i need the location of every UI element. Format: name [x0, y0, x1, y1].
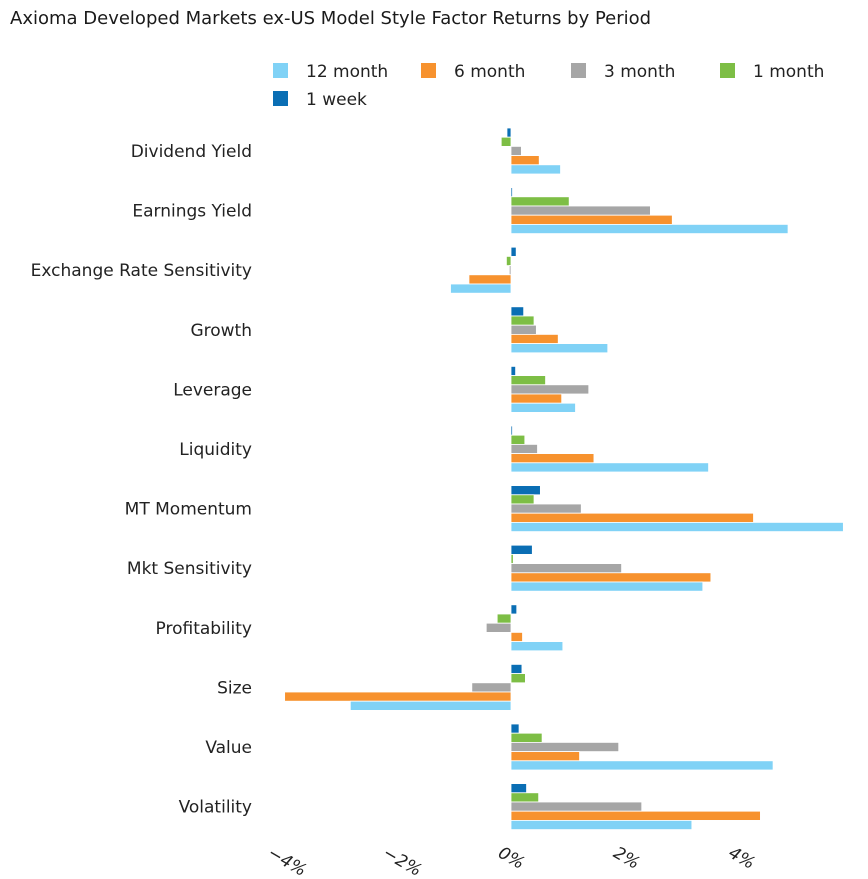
bar-earnings-yield-6-month — [510, 214, 673, 225]
bar-profitability-1-week — [510, 604, 518, 615]
bars — [284, 127, 844, 831]
x-tick-label: 4% — [725, 843, 758, 874]
legend-swatch — [571, 63, 586, 78]
category-label-profitability: Profitability — [156, 619, 252, 639]
bar-mt-momentum-1-month — [510, 494, 535, 505]
bar-growth-1-week — [510, 306, 525, 317]
category-label-growth: Growth — [190, 321, 252, 341]
bar-leverage-3-month — [510, 384, 590, 395]
bar-mkt-sensitivity-12-month — [510, 581, 704, 592]
bar-exchange-rate-sensitivity-1-month — [505, 255, 512, 266]
bar-growth-3-month — [510, 324, 537, 335]
bar-volatility-3-month — [510, 801, 643, 812]
bar-dividend-yield-1-month — [500, 136, 512, 147]
legend-label: 1 week — [306, 90, 367, 110]
legend-swatch — [273, 63, 288, 78]
bar-earnings-yield-1-week — [510, 187, 513, 198]
bar-liquidity-1-week — [510, 425, 513, 436]
legend-label: 1 month — [753, 62, 824, 82]
bar-liquidity-12-month — [510, 462, 709, 473]
bar-volatility-1-month — [510, 792, 540, 803]
bar-earnings-yield-3-month — [510, 205, 651, 216]
bar-value-1-week — [510, 723, 520, 734]
legend-swatch — [421, 63, 436, 78]
bar-leverage-1-month — [510, 375, 546, 386]
x-tick-label: −4% — [264, 843, 310, 879]
bar-size-1-week — [510, 664, 523, 675]
bar-dividend-yield-12-month — [510, 164, 561, 175]
category-label-volatility: Volatility — [179, 798, 252, 818]
bar-volatility-6-month — [510, 810, 761, 821]
x-tick-label: 2% — [610, 843, 643, 874]
x-tick-label: −2% — [379, 843, 425, 879]
chart-title: Axioma Developed Markets ex-US Model Sty… — [10, 8, 652, 29]
bar-value-12-month — [510, 760, 774, 771]
bar-leverage-1-week — [510, 365, 517, 376]
bar-exchange-rate-sensitivity-1-week — [510, 246, 517, 257]
bar-mkt-sensitivity-1-month — [510, 554, 514, 565]
bar-value-3-month — [510, 742, 620, 753]
bar-value-6-month — [510, 751, 580, 762]
bar-growth-6-month — [510, 333, 559, 344]
x-axis-ticks: −4% −2% 0% 2% 4% — [264, 843, 758, 879]
category-label-mt-momentum: MT Momentum — [125, 500, 252, 520]
bar-mt-momentum-6-month — [510, 512, 754, 523]
bar-volatility-12-month — [510, 820, 693, 831]
legend-item-3-month: 3 month — [571, 62, 675, 82]
bar-leverage-12-month — [510, 402, 576, 413]
bar-mt-momentum-3-month — [510, 503, 582, 514]
bar-value-1-month — [510, 732, 543, 743]
category-label-size: Size — [217, 678, 252, 698]
bar-mt-momentum-12-month — [510, 522, 844, 533]
bar-mkt-sensitivity-6-month — [510, 572, 712, 583]
bar-profitability-12-month — [510, 641, 564, 652]
x-tick-label: 0% — [495, 843, 528, 874]
legend-label: 3 month — [604, 62, 675, 82]
legend-swatch — [273, 91, 288, 106]
bar-mt-momentum-1-week — [510, 485, 541, 496]
legend-item-6-month: 6 month — [421, 62, 525, 82]
bar-growth-12-month — [510, 343, 609, 354]
category-label-exchange-rate-sensitivity: Exchange Rate Sensitivity — [31, 261, 252, 281]
bar-volatility-1-week — [510, 783, 527, 794]
bar-liquidity-6-month — [510, 453, 595, 464]
legend-label: 12 month — [306, 62, 388, 82]
bar-dividend-yield-3-month — [510, 145, 522, 156]
legend-swatch — [720, 63, 735, 78]
bar-dividend-yield-1-week — [506, 127, 512, 138]
bar-mkt-sensitivity-3-month — [510, 563, 622, 574]
bar-exchange-rate-sensitivity-3-month — [508, 265, 512, 276]
category-label-leverage: Leverage — [173, 380, 252, 400]
bar-earnings-yield-12-month — [510, 223, 789, 234]
bar-size-3-month — [471, 682, 512, 693]
bar-growth-1-month — [510, 315, 535, 326]
legend-item-1-week: 1 week — [273, 90, 367, 110]
category-label-earnings-yield: Earnings Yield — [132, 202, 252, 222]
category-label-mkt-sensitivity: Mkt Sensitivity — [127, 559, 252, 579]
category-labels: Dividend Yield Earnings Yield Exchange Rat… — [31, 142, 252, 818]
category-label-dividend-yield: Dividend Yield — [131, 142, 252, 162]
bar-profitability-6-month — [510, 632, 523, 643]
bar-profitability-1-month — [496, 613, 512, 624]
bar-mkt-sensitivity-1-week — [510, 544, 533, 555]
bar-size-6-month — [284, 691, 512, 702]
bar-size-1-month — [510, 673, 526, 684]
bar-earnings-yield-1-month — [510, 196, 570, 207]
bar-exchange-rate-sensitivity-6-month — [468, 274, 512, 285]
legend: 12 month 6 month 3 month 1 month 1 week — [273, 62, 824, 110]
bar-leverage-6-month — [510, 393, 563, 404]
bar-exchange-rate-sensitivity-12-month — [450, 283, 512, 294]
bar-size-12-month — [349, 700, 512, 711]
legend-item-1-month: 1 month — [720, 62, 824, 82]
bar-liquidity-3-month — [510, 443, 538, 454]
category-label-value: Value — [205, 738, 252, 758]
bar-liquidity-1-month — [510, 434, 526, 445]
bar-profitability-3-month — [485, 622, 512, 633]
legend-item-12-month: 12 month — [273, 62, 388, 82]
category-label-liquidity: Liquidity — [179, 440, 252, 460]
legend-label: 6 month — [454, 62, 525, 82]
bar-dividend-yield-6-month — [510, 155, 540, 166]
